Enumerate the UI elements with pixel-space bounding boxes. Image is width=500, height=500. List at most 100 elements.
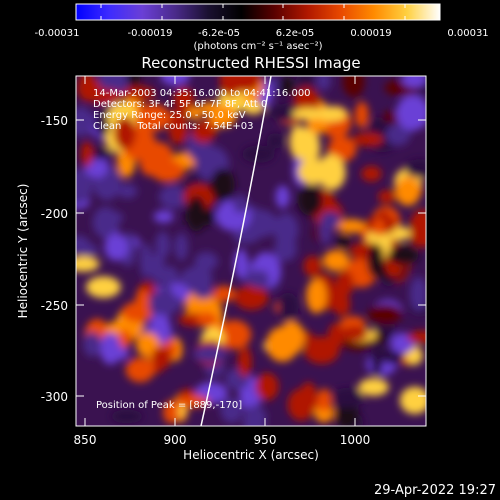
peak-position-label: Position of Peak = [889,-170] <box>96 400 242 411</box>
colorbar-tick-marks <box>100 4 406 20</box>
flux-blob <box>407 330 426 344</box>
flux-blob <box>212 285 236 302</box>
flux-blob <box>368 303 403 325</box>
colorbar-tick-label: 0.00031 <box>447 28 488 39</box>
image-area <box>76 76 426 426</box>
flux-blob <box>233 194 249 214</box>
flux-blob <box>336 219 367 234</box>
y-tick-label: -250 <box>41 299 68 313</box>
flux-blob <box>372 219 385 236</box>
info-line: Clean Total counts: 7.54E+03 <box>93 121 253 132</box>
flux-blob <box>358 378 389 396</box>
flux-blob <box>370 340 384 377</box>
flux-blob <box>153 210 174 223</box>
flux-blob <box>352 132 384 147</box>
flux-blob <box>303 336 340 364</box>
colorbar-tick-label: -6.2e-05 <box>198 28 240 39</box>
x-tick-label: 950 <box>254 433 277 447</box>
flux-blob <box>297 184 323 216</box>
flux-blob <box>76 168 93 205</box>
flux-blob <box>299 134 321 164</box>
observation-info: 14-Mar-2003 04:35:16.000 to 04:41:16.000… <box>93 88 311 132</box>
flux-blob <box>317 388 332 412</box>
flux-blob <box>335 270 354 297</box>
flux-blob <box>126 76 141 88</box>
flux-blob <box>248 270 270 289</box>
x-tick-label: 850 <box>74 433 97 447</box>
info-line: Energy Range: 25.0 - 50.0 keV <box>93 110 246 121</box>
colorbar-tick-label: -0.00019 <box>128 28 173 39</box>
flux-blob <box>336 234 351 250</box>
flux-blob <box>220 397 243 424</box>
flux-blob <box>292 108 325 120</box>
flux-blob <box>355 101 369 129</box>
flux-blob <box>342 76 365 98</box>
flux-blob <box>278 320 305 355</box>
y-tick-label: -200 <box>41 207 68 221</box>
flux-blob <box>278 292 299 322</box>
flux-blob <box>158 184 189 209</box>
flux-blob <box>251 408 267 425</box>
flux-blob <box>155 231 171 259</box>
x-axis-label: Heliocentric X (arcsec) <box>183 448 319 462</box>
flux-blob <box>296 76 314 89</box>
flux-blob <box>99 332 122 365</box>
flux-blob <box>378 190 396 204</box>
flux-blob <box>196 312 217 328</box>
flux-blob <box>139 243 153 279</box>
flux-blob <box>150 159 185 182</box>
flux-blob <box>401 76 426 88</box>
flux-blob <box>76 235 90 253</box>
colorbar-units-label: (photons cm⁻² s⁻¹ asec⁻²) <box>193 41 322 52</box>
flux-blob <box>320 211 341 229</box>
flux-blob <box>149 252 166 283</box>
flux-blob <box>367 243 384 278</box>
flux-blob <box>332 387 364 408</box>
flux-blob <box>186 105 204 120</box>
y-axis-ticks <box>76 119 426 397</box>
flux-blob <box>168 116 188 145</box>
info-line: 14-Mar-2003 04:35:16.000 to 04:41:16.000 <box>93 88 311 99</box>
x-axis-ticks <box>84 76 356 426</box>
flux-blob <box>86 276 121 298</box>
flux-blob <box>192 283 214 300</box>
flux-blob <box>404 159 426 178</box>
flux-blob <box>209 105 237 128</box>
solar-limb-line <box>200 76 272 426</box>
flux-blob <box>191 121 216 144</box>
y-tick-label: -150 <box>41 114 68 128</box>
flux-blob <box>275 185 290 209</box>
flux-blob <box>396 94 426 131</box>
flux-blob <box>135 288 150 318</box>
flux-blob <box>410 209 426 242</box>
flux-blob <box>266 133 284 149</box>
flux-blob <box>194 251 219 271</box>
flux-blob <box>186 195 207 232</box>
flux-blob <box>219 76 242 97</box>
flux-blob <box>297 158 330 185</box>
flux-blob <box>388 245 419 265</box>
flux-blob <box>76 256 100 272</box>
flux-blob <box>175 395 210 408</box>
flux-blob <box>216 320 252 350</box>
y-axis-label: Heliocentric Y (arcsec) <box>16 184 30 319</box>
flux-blob <box>151 346 172 370</box>
flux-blob <box>173 87 195 112</box>
flux-blob <box>125 357 155 383</box>
flux-blob <box>92 206 119 239</box>
flux-blob <box>316 106 348 122</box>
flux-blob <box>273 212 299 247</box>
flux-blob <box>174 233 189 261</box>
colorbar-tick-label: 6.2e-05 <box>276 28 314 39</box>
flux-blob <box>104 234 129 261</box>
flux-blob <box>83 331 102 357</box>
flux-blob <box>399 386 426 415</box>
info-line: Detectors: 3F 4F 5F 6F 7F 8F, Att 0 <box>93 99 267 110</box>
flux-blob <box>242 145 275 163</box>
colorbar-tick-label: 0.00019 <box>350 28 391 39</box>
flux-blob <box>361 166 382 182</box>
flux-blob <box>287 388 315 421</box>
flux-blob <box>278 76 294 95</box>
flux-blob <box>316 76 331 91</box>
flux-blob <box>118 330 132 349</box>
